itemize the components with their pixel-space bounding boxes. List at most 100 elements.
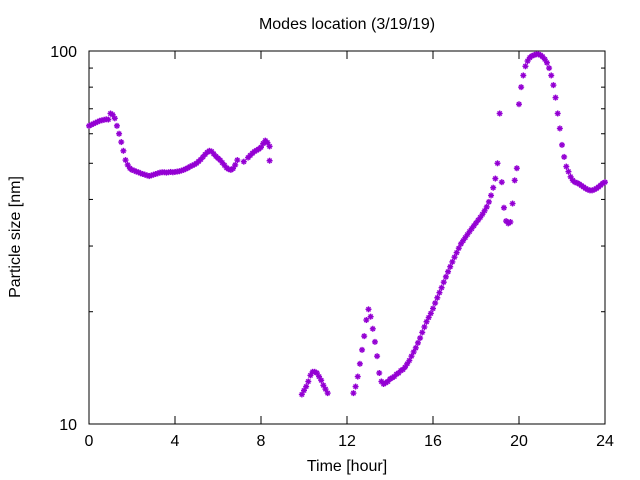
data-point <box>124 161 131 168</box>
data-point <box>365 306 372 313</box>
data-point <box>354 373 361 380</box>
data-point <box>522 63 529 70</box>
data-point <box>602 179 608 186</box>
data-point <box>301 387 307 394</box>
data-point <box>189 162 196 169</box>
data-point <box>481 207 488 214</box>
data-point <box>118 139 125 146</box>
data-point <box>559 141 565 148</box>
data-point <box>430 305 436 312</box>
data-point <box>496 110 503 117</box>
data-point <box>369 325 376 332</box>
data-point <box>305 378 312 385</box>
data-point <box>455 245 462 252</box>
x-tick-label: 24 <box>596 433 614 450</box>
data-point <box>363 317 370 324</box>
data-point <box>520 72 527 79</box>
data-point <box>518 84 525 91</box>
x-tick-label: 12 <box>338 433 356 450</box>
data-point <box>485 198 492 205</box>
data-point <box>356 360 363 367</box>
data-point <box>432 300 439 307</box>
data-point <box>494 160 501 167</box>
y-tick-labels: 10 100 <box>50 44 77 434</box>
data-point <box>479 211 486 218</box>
x-tick-labels: 0 4 8 12 16 20 24 <box>85 433 614 450</box>
data-point <box>552 94 559 101</box>
data-point <box>436 289 443 296</box>
data-point <box>565 168 572 175</box>
data-point <box>376 370 383 377</box>
data-point <box>488 192 495 199</box>
axis-ticks <box>88 50 606 425</box>
x-tick-label: 0 <box>85 433 94 450</box>
data-point <box>303 383 310 390</box>
data-point <box>554 110 561 117</box>
data-point <box>419 329 426 336</box>
data-point <box>359 346 366 353</box>
data-point <box>111 115 118 122</box>
data-point <box>374 353 381 360</box>
data-point <box>116 130 123 137</box>
data-point <box>492 175 499 182</box>
data-point <box>350 390 357 397</box>
data-point <box>122 157 129 164</box>
data-point <box>500 204 507 211</box>
data-point <box>367 313 374 320</box>
data-point <box>425 314 432 321</box>
data-point <box>316 373 323 380</box>
data-point <box>371 338 378 345</box>
data-point <box>421 323 428 330</box>
data-point <box>556 125 563 132</box>
data-point <box>449 258 456 265</box>
data-point <box>417 335 424 342</box>
data-point <box>352 383 359 390</box>
data-point <box>550 82 557 89</box>
data-point <box>440 279 447 286</box>
data-point <box>513 165 520 172</box>
data-point <box>451 254 458 261</box>
data-point <box>414 339 421 346</box>
data-points <box>86 51 608 398</box>
data-point <box>318 377 325 384</box>
data-point <box>406 357 413 364</box>
data-point <box>434 294 441 301</box>
data-point <box>298 391 305 398</box>
data-point <box>313 370 320 377</box>
data-point <box>548 72 555 79</box>
data-point <box>498 179 505 186</box>
data-point <box>410 348 417 355</box>
data-point <box>509 200 516 207</box>
data-point <box>412 344 419 351</box>
data-point <box>438 284 445 291</box>
data-point <box>361 333 368 340</box>
data-point <box>453 249 460 256</box>
data-point <box>240 158 247 165</box>
y-tick-label: 10 <box>59 417 77 434</box>
data-point <box>442 273 449 280</box>
data-point <box>423 318 430 325</box>
x-tick-label: 16 <box>424 433 442 450</box>
data-point <box>408 353 415 360</box>
x-tick-label: 4 <box>171 433 180 450</box>
data-point <box>404 360 411 367</box>
data-point <box>232 161 239 168</box>
data-point <box>234 157 241 164</box>
data-point <box>490 184 497 191</box>
data-point <box>324 390 331 397</box>
plot-frame <box>88 50 606 425</box>
data-point <box>427 310 434 317</box>
data-point <box>563 163 570 170</box>
data-point <box>447 263 454 270</box>
x-tick-label: 8 <box>257 433 266 450</box>
data-point <box>266 157 273 164</box>
data-point <box>511 177 518 184</box>
chart-title: Modes location (3/19/19) <box>259 16 435 33</box>
data-point <box>266 143 273 150</box>
data-point <box>120 147 127 154</box>
data-point <box>113 122 120 129</box>
data-point <box>507 218 514 225</box>
x-axis-label: Time [hour] <box>307 458 387 475</box>
y-tick-label: 100 <box>50 44 77 61</box>
data-point <box>546 65 553 72</box>
